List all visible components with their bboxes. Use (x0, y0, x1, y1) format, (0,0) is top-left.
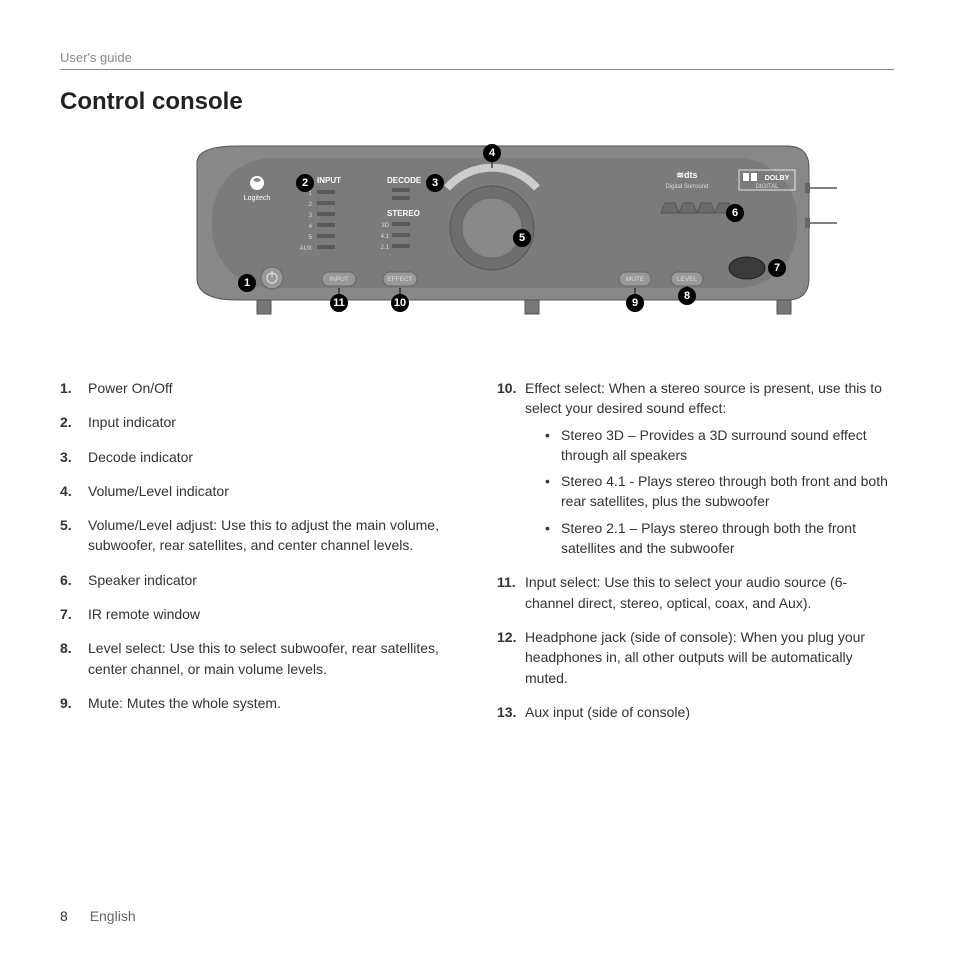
callout-9: 9 (626, 294, 644, 312)
svg-text:2.1: 2.1 (381, 245, 390, 251)
svg-text:11: 11 (333, 297, 345, 309)
callout-8: 8 (678, 287, 696, 305)
item-number: 6. (60, 570, 82, 590)
aux-jack (805, 218, 810, 228)
svg-text:4: 4 (489, 147, 496, 159)
mute-button: MUTE (619, 272, 651, 286)
svg-text:9: 9 (632, 297, 638, 309)
callout-11: 11 (330, 294, 348, 312)
sub-list: Stereo 3D – Provides a 3D surround sound… (525, 425, 894, 559)
svg-text:INPUT: INPUT (329, 276, 349, 283)
list-item: 13. Aux input (side of console) (497, 702, 894, 722)
item-text: Decode indicator (88, 449, 193, 465)
svg-text:MUTE: MUTE (626, 276, 645, 283)
list-item: 10. Effect select: When a stereo source i… (497, 378, 894, 558)
svg-text:DIGITAL: DIGITAL (756, 184, 780, 190)
callout-7: 7 (768, 259, 786, 277)
svg-text:INPUT: INPUT (317, 176, 341, 185)
svg-text:Digital Surround: Digital Surround (665, 184, 708, 190)
callout-5: 5 (513, 229, 531, 247)
list-item: 1. Power On/Off (60, 378, 457, 398)
list-item: 12. Headphone jack (side of console): Whe… (497, 627, 894, 688)
item-number: 11. (497, 572, 519, 592)
item-text: Power On/Off (88, 380, 173, 396)
list-item: 7. IR remote window (60, 604, 457, 624)
list-item: 4. Volume/Level indicator (60, 481, 457, 501)
page-language: English (90, 908, 136, 924)
ir-window (729, 257, 765, 279)
item-text: Level select: Use this to select subwoof… (88, 640, 439, 676)
item-text: Volume/Level indicator (88, 483, 229, 499)
page-footer: 8 English (60, 908, 136, 924)
callout-1: 1 (238, 274, 256, 292)
svg-text:10: 10 (394, 297, 406, 309)
item-number: 7. (60, 604, 82, 624)
svg-text:DOLBY: DOLBY (765, 175, 790, 182)
callout-4: 4 (483, 144, 501, 162)
left-column: 1. Power On/Off 2. Input indicator 3. Decode … (60, 378, 457, 736)
item-number: 1. (60, 378, 82, 398)
svg-text:3D: 3D (381, 223, 389, 229)
item-number: 13. (497, 702, 519, 722)
list-item: 3. Decode indicator (60, 447, 457, 467)
header-label: User's guide (60, 50, 894, 65)
description-columns: 1. Power On/Off 2. Input indicator 3. Decode … (60, 378, 894, 736)
svg-text:EFFECT: EFFECT (387, 276, 412, 283)
item-number: 12. (497, 627, 519, 647)
svg-text:LEVEL: LEVEL (677, 276, 698, 283)
item-text: Aux input (side of console) (525, 704, 690, 720)
svg-text:STEREO: STEREO (387, 209, 420, 218)
power-button (261, 267, 283, 289)
svg-text:2: 2 (302, 177, 308, 189)
list-item: 11. Input select: Use this to select your… (497, 572, 894, 613)
header-rule (60, 69, 894, 70)
right-column: 10. Effect select: When a stereo source i… (497, 378, 894, 736)
callout-2: 2 (296, 174, 314, 192)
svg-text:6: 6 (732, 207, 738, 219)
effect-button: EFFECT (383, 272, 417, 286)
svg-text:Logitech: Logitech (244, 195, 271, 202)
item-number: 2. (60, 412, 82, 432)
svg-text:7: 7 (774, 262, 780, 274)
svg-text:AUX: AUX (300, 246, 312, 252)
list-item: 2. Input indicator (60, 412, 457, 432)
list-item: 6. Speaker indicator (60, 570, 457, 590)
callout-10: 10 (391, 294, 409, 312)
input-button: INPUT (322, 272, 356, 286)
callout-3: 3 (426, 174, 444, 192)
svg-text:4.1: 4.1 (381, 234, 390, 240)
item-text: Mute: Mutes the whole system. (88, 695, 281, 711)
item-number: 8. (60, 638, 82, 658)
item-number: 9. (60, 693, 82, 713)
headphone-jack (805, 183, 810, 193)
callout-6: 6 (726, 204, 744, 222)
svg-text:3: 3 (432, 177, 438, 189)
page-number: 8 (60, 908, 68, 924)
svg-text:1: 1 (244, 277, 250, 289)
item-number: 5. (60, 515, 82, 535)
level-button: LEVEL (671, 272, 703, 286)
item-text: Effect select: When a stereo source is p… (525, 380, 882, 416)
sub-item: Stereo 2.1 – Plays stereo through both t… (545, 518, 894, 559)
list-item: 9. Mute: Mutes the whole system. (60, 693, 457, 713)
item-number: 3. (60, 447, 82, 467)
list-item: 5. Volume/Level adjust: Use this to adjus… (60, 515, 457, 556)
sub-item: Stereo 4.1 - Plays stereo through both f… (545, 471, 894, 512)
list-item: 8. Level select: Use this to select subwo… (60, 638, 457, 679)
item-text: Volume/Level adjust: Use this to adjust … (88, 517, 439, 553)
item-text: Headphone jack (side of console): When y… (525, 629, 865, 686)
item-number: 10. (497, 378, 519, 398)
item-text: IR remote window (88, 606, 200, 622)
console-diagram: Logitech INPUT 1 2 3 4 5 AUX DECODE STER… (117, 128, 837, 348)
svg-text:5: 5 (519, 232, 525, 244)
svg-text:8: 8 (684, 290, 690, 302)
item-text: Speaker indicator (88, 572, 197, 588)
item-text: Input select: Use this to select your au… (525, 574, 847, 610)
page-title: Control console (60, 88, 894, 116)
svg-text:≋dts: ≋dts (676, 170, 697, 180)
svg-text:DECODE: DECODE (387, 176, 422, 185)
item-number: 4. (60, 481, 82, 501)
item-text: Input indicator (88, 414, 176, 430)
sub-item: Stereo 3D – Provides a 3D surround sound… (545, 425, 894, 466)
